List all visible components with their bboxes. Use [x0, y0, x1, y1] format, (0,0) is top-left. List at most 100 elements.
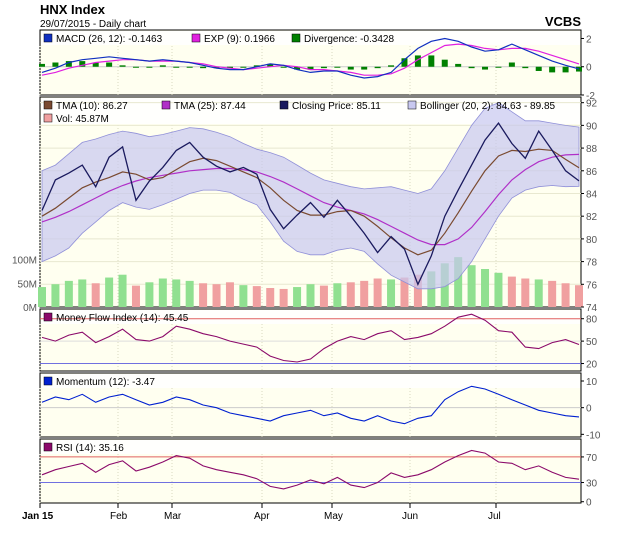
x-tick-label: Feb — [110, 511, 128, 522]
divergence-bar — [428, 55, 435, 67]
rsi-line — [41, 449, 580, 490]
price-legend-bar-2 — [41, 112, 580, 124]
legend-swatch-exp — [191, 33, 201, 43]
momentum-tick-label: -10 — [586, 430, 601, 441]
volume-bar — [51, 284, 60, 307]
volume-bar — [548, 280, 557, 307]
price-tick-label: 82 — [586, 212, 598, 223]
rsi-tick-label: 70 — [586, 453, 598, 464]
volume-bar — [252, 286, 261, 307]
legend-label-momentum: Momentum (12): -3.47 — [56, 377, 155, 388]
legend-swatch-macd — [43, 33, 53, 43]
mfi-tick-label: 50 — [586, 337, 598, 348]
volume-bar — [158, 278, 167, 307]
volume-bar — [91, 283, 100, 307]
divergence-bar — [508, 62, 515, 67]
macd-line — [41, 37, 580, 79]
legend-label-vol: Vol: 45.87M — [56, 114, 109, 125]
legend-label-bollinger: Bollinger (20, 2): 84.63 - 89.85 — [420, 101, 556, 112]
divergence-bar — [186, 66, 193, 68]
volume-bar — [239, 285, 248, 307]
volume-bar — [78, 279, 87, 307]
volume-bar — [454, 257, 463, 307]
divergence-bar — [562, 66, 569, 73]
volume-bar — [185, 280, 194, 307]
divergence-bar — [267, 63, 274, 67]
volume-bar — [387, 279, 396, 307]
volume-bar — [333, 283, 342, 307]
volume-bar — [360, 280, 369, 307]
legend-swatch-bollinger — [407, 100, 417, 110]
divergence-bar — [441, 59, 448, 67]
macd-legend-bar — [41, 31, 580, 45]
volume-bar — [306, 284, 315, 307]
legend-label-macd: MACD (26, 12): -0.1463 — [56, 34, 163, 45]
legend-label-close: Closing Price: 85.11 — [292, 101, 381, 112]
volume-bar — [38, 287, 46, 307]
volume-bar — [494, 272, 503, 307]
divergence-bar — [159, 65, 166, 67]
divergence-bar — [361, 66, 368, 70]
divergence-bar — [173, 66, 180, 68]
divergence-bar — [388, 65, 395, 67]
divergence-bar — [294, 66, 301, 70]
chart-layer: MACD (26, 12): -0.1463 EXP (9): 0.1966 Div… — [12, 29, 601, 522]
legend-label-rsi: RSI (14): 35.16 — [56, 443, 124, 454]
macd-tick-label: -2 — [586, 91, 595, 102]
rsi-tick-label: 30 — [586, 479, 598, 490]
price-tick-label: 90 — [586, 121, 598, 132]
divergence-bar — [146, 66, 153, 68]
divergence-bar — [65, 61, 72, 67]
divergence-bar — [522, 66, 529, 69]
divergence-bar — [320, 66, 327, 69]
x-tick-label: Jan 15 — [22, 511, 54, 522]
legend-swatch-vol — [43, 113, 53, 123]
volume-bar — [481, 269, 490, 307]
divergence-bar — [52, 62, 59, 67]
divergence-bar — [119, 65, 126, 67]
legend-swatch-momentum — [43, 376, 53, 386]
x-tick-label: Mar — [164, 511, 182, 522]
volume-bar — [561, 283, 570, 307]
divergence-bar — [401, 58, 408, 67]
divergence-bar — [535, 66, 542, 71]
macd-tick-label: 2 — [586, 34, 592, 45]
mfi-legend-bar — [41, 310, 580, 324]
chart-title: HNX Index — [40, 2, 106, 17]
legend-swatch-divergence — [291, 33, 301, 43]
divergence-bar — [79, 61, 86, 67]
divergence-bar — [226, 66, 233, 69]
mfi-tick-label: 80 — [586, 315, 598, 326]
volume-bar — [293, 287, 302, 307]
volume-bar — [131, 285, 140, 307]
legend-swatch-tma25 — [161, 100, 171, 110]
divergence-bar — [307, 66, 314, 70]
price-legend-bar — [41, 98, 580, 112]
legend-swatch-mfi — [43, 312, 53, 322]
divergence-bar — [92, 62, 99, 67]
divergence-bar — [253, 65, 260, 67]
rsi-legend-bar — [41, 440, 580, 454]
price-tick-label: 78 — [586, 258, 598, 269]
legend-label-divergence: Divergence: -0.3428 — [304, 34, 394, 45]
x-tick-label: May — [324, 511, 343, 522]
divergence-bar — [240, 66, 247, 68]
volume-bar — [105, 277, 114, 307]
volume-bar — [266, 288, 275, 307]
volume-tick-label: 50M — [18, 279, 37, 290]
volume-bar — [319, 285, 328, 307]
divergence-bar — [39, 63, 45, 67]
price-tick-label: 80 — [586, 235, 598, 246]
brand-label: VCBS — [545, 14, 581, 29]
divergence-bar — [576, 66, 582, 72]
volume-bar — [172, 279, 181, 307]
momentum-legend-bar — [41, 374, 580, 388]
x-tick-label: Jul — [488, 511, 501, 522]
price-tick-label: 86 — [586, 167, 598, 178]
volume-bar — [373, 278, 382, 307]
divergence-bar — [482, 66, 489, 70]
legend-swatch-tma10 — [43, 100, 53, 110]
volume-bar — [467, 265, 476, 307]
